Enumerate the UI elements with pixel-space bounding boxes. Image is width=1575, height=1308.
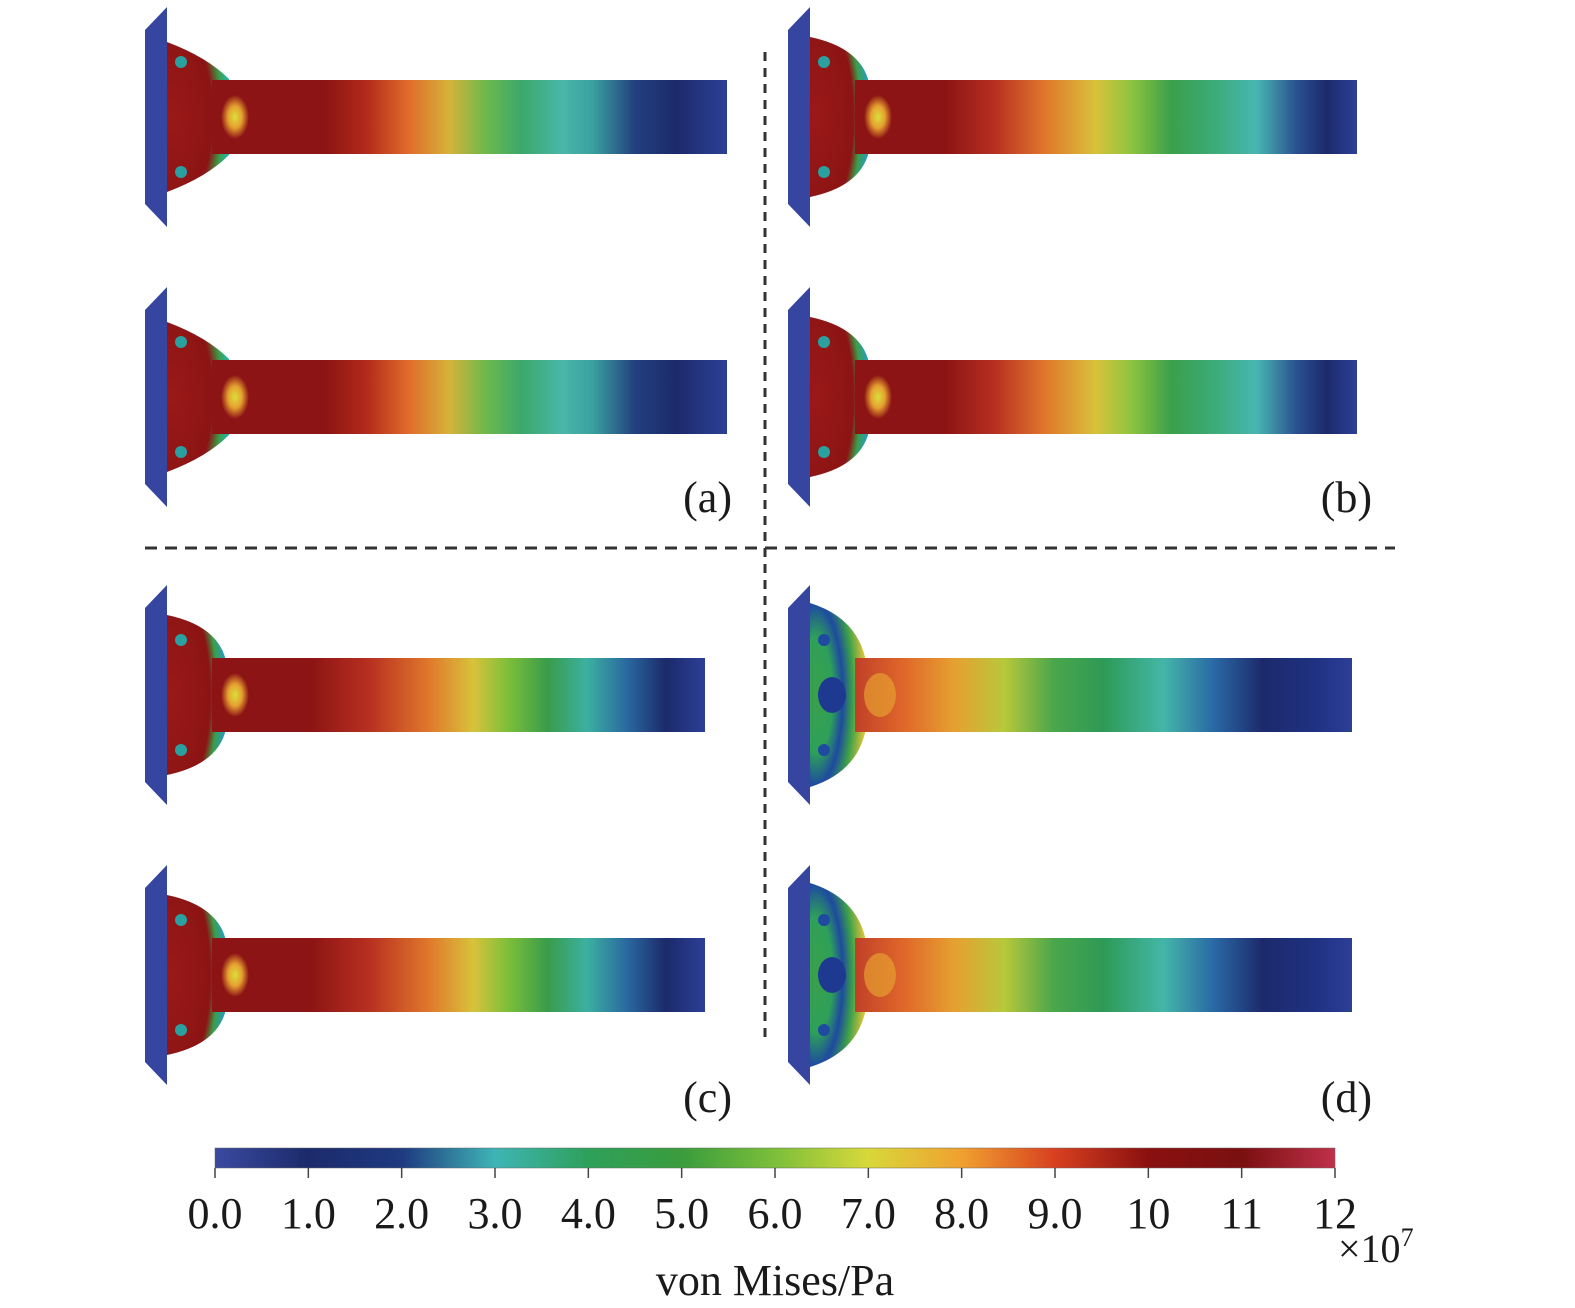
edge-speckle xyxy=(818,1024,830,1036)
specimen-head xyxy=(810,37,868,197)
specimen-head xyxy=(167,895,225,1055)
edge-speckle xyxy=(175,1024,187,1036)
stress-concentration xyxy=(818,677,846,713)
stress-concentration xyxy=(864,673,896,717)
support-plate xyxy=(788,865,810,1085)
specimen-head xyxy=(167,615,225,775)
specimen-bar xyxy=(855,80,1357,154)
support-plate xyxy=(788,585,810,805)
stress-concentration xyxy=(221,673,249,717)
edge-speckle xyxy=(818,336,830,348)
support-plate xyxy=(145,287,167,507)
edge-speckle xyxy=(818,914,830,926)
edge-speckle xyxy=(818,744,830,756)
colorbar-tick-label: 1.0 xyxy=(281,1189,336,1238)
panel-label-b: (b) xyxy=(1321,473,1372,522)
edge-speckle xyxy=(175,914,187,926)
specimen-head xyxy=(167,42,229,192)
stress-concentration xyxy=(221,953,249,997)
specimen-bar xyxy=(855,360,1357,434)
stress-concentration xyxy=(221,95,249,139)
colorbar-tick-label: 8.0 xyxy=(934,1189,989,1238)
stress-concentration xyxy=(864,95,892,139)
stress-concentration xyxy=(864,375,892,419)
edge-speckle xyxy=(175,166,187,178)
specimen-bar xyxy=(212,938,705,1012)
colorbar-tick-label: 11 xyxy=(1220,1189,1262,1238)
support-plate xyxy=(788,7,810,227)
support-plate xyxy=(145,585,167,805)
panel-label-d: (d) xyxy=(1321,1073,1372,1122)
panel-label-a: (a) xyxy=(683,473,732,522)
specimen-b-lower xyxy=(788,287,1357,507)
specimen-c-lower xyxy=(145,865,705,1085)
specimen-c-upper xyxy=(145,585,705,805)
colorbar-exponent-power: 7 xyxy=(1401,1223,1414,1252)
panel-c xyxy=(145,585,705,1085)
specimen-a-lower xyxy=(145,287,727,507)
colorbar-tick-label: 7.0 xyxy=(841,1189,896,1238)
specimen-d-upper xyxy=(788,585,1352,805)
colorbar-gradient xyxy=(214,1147,1336,1169)
edge-speckle xyxy=(175,446,187,458)
specimen-bar xyxy=(855,658,1352,732)
colorbar-tick-label: 0.0 xyxy=(188,1189,243,1238)
support-plate xyxy=(145,7,167,227)
colorbar-tick-label: 12 xyxy=(1313,1189,1357,1238)
colorbar: 0.0 1.0 2.0 3.0 4.0 5.0 6.0 7.0 8.0 9.0 10 11 12 von… xyxy=(188,1147,1414,1305)
colorbar-tick-label: 2.0 xyxy=(374,1189,429,1238)
colorbar-tick-label: 3.0 xyxy=(468,1189,523,1238)
stress-concentration xyxy=(818,957,846,993)
stress-concentration xyxy=(864,953,896,997)
specimen-bar xyxy=(212,658,705,732)
edge-speckle xyxy=(175,56,187,68)
specimen-head xyxy=(810,317,868,477)
specimen-bar xyxy=(855,938,1352,1012)
colorbar-tick-label: 5.0 xyxy=(654,1189,709,1238)
colorbar-label: von Mises/Pa xyxy=(656,1256,894,1305)
edge-speckle xyxy=(818,166,830,178)
edge-speckle xyxy=(818,634,830,646)
edge-speckle xyxy=(175,744,187,756)
colorbar-exponent: ×107 xyxy=(1338,1223,1414,1271)
support-plate xyxy=(145,865,167,1085)
colorbar-tick-label: 6.0 xyxy=(748,1189,803,1238)
specimen-head xyxy=(167,322,229,472)
colorbar-exponent-prefix: ×10 xyxy=(1338,1226,1401,1271)
colorbar-tick-label: 9.0 xyxy=(1028,1189,1083,1238)
edge-speckle xyxy=(175,634,187,646)
stress-concentration xyxy=(221,375,249,419)
specimen-d-lower xyxy=(788,865,1352,1085)
specimen-b-upper xyxy=(788,7,1357,227)
colorbar-tick-label: 10 xyxy=(1126,1189,1170,1238)
edge-speckle xyxy=(818,56,830,68)
panel-a xyxy=(145,7,727,507)
panel-d xyxy=(788,585,1352,1085)
colorbar-tick-label: 4.0 xyxy=(561,1189,616,1238)
specimen-bar xyxy=(212,80,727,154)
edge-speckle xyxy=(175,336,187,348)
panel-b xyxy=(788,7,1357,507)
specimen-a-upper xyxy=(145,7,727,227)
panel-label-c: (c) xyxy=(683,1073,732,1122)
colorbar-ticks: 0.0 1.0 2.0 3.0 4.0 5.0 6.0 7.0 8.0 9.0 10 11 12 xyxy=(188,1168,1357,1238)
edge-speckle xyxy=(818,446,830,458)
specimen-bar xyxy=(212,360,727,434)
support-plate xyxy=(788,287,810,507)
